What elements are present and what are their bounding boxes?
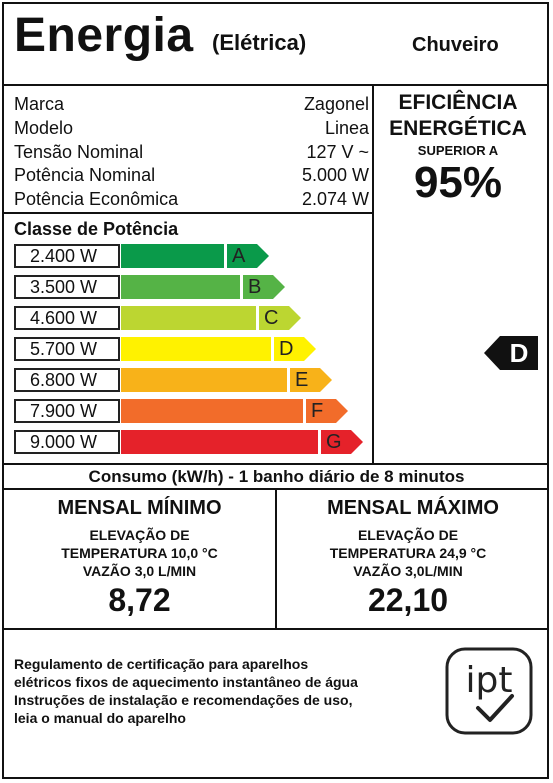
mensal-min-line2: TEMPERATURA 10,0 °C xyxy=(61,545,218,561)
class-row-bar xyxy=(121,368,287,392)
spec-label-tensao: Tensão Nominal xyxy=(14,142,144,162)
class-row-power: 6.800 W xyxy=(30,370,98,390)
mensal-min-line3: VAZÃO 3,0 L/MIN xyxy=(82,563,197,579)
class-row-arrow xyxy=(321,430,363,454)
class-row-box xyxy=(14,430,120,454)
class-row-power: 5.700 W xyxy=(30,339,98,359)
class-row-bar xyxy=(121,275,240,299)
product-type: Chuveiro xyxy=(412,34,499,56)
class-row-letter: D xyxy=(279,338,294,360)
class-row-letter: A xyxy=(232,245,246,267)
spec-value-potencia-economica: 2.074 W xyxy=(301,189,369,209)
divider-footer xyxy=(4,628,549,630)
class-row-letter: B xyxy=(248,276,262,298)
spec-value-potencia-nominal: 5.000 W xyxy=(301,165,369,185)
footer-line1: Regulamento de certificação para aparelh… xyxy=(14,656,309,672)
divider-specs xyxy=(4,212,373,214)
class-row-arrow xyxy=(227,244,269,268)
class-row-box xyxy=(14,337,120,361)
mensal-max-heading: MENSAL MÁXIMO xyxy=(327,497,499,519)
classes-title: Classe de Potência xyxy=(14,219,179,239)
mensal-max-line3: VAZÃO 3,0L/MIN xyxy=(353,563,463,579)
class-indicator-letter: D xyxy=(509,338,529,368)
divider-mensal xyxy=(275,490,277,628)
class-row-box xyxy=(14,399,120,423)
spec-value-modelo: Linea xyxy=(324,118,369,138)
footer-line4: leia o manual do aparelho xyxy=(14,710,186,726)
footer-notes: Regulamento de certificação para aparelh… xyxy=(14,655,434,727)
spec-label-potencia-economica: Potência Econômica xyxy=(14,189,179,209)
footer-line2: elétricos fixos de aquecimento instantân… xyxy=(14,674,358,690)
spec-label-potencia-nominal: Potência Nominal xyxy=(14,165,156,185)
efficiency-title-line2: ENERGÉTICA xyxy=(389,117,527,140)
divider-classes xyxy=(4,463,549,465)
efficiency-level-label: SUPERIOR A xyxy=(417,143,499,158)
class-row-arrow xyxy=(259,306,301,330)
spec-label-marca: Marca xyxy=(14,94,65,114)
class-row-arrow xyxy=(290,368,332,392)
class-row-box xyxy=(14,244,120,268)
class-row-box xyxy=(14,275,120,299)
class-indicator-arrow xyxy=(484,336,538,370)
efficiency-title-line1: EFICIÊNCIA xyxy=(398,91,518,114)
class-row-box xyxy=(14,368,120,392)
label-title: Energia xyxy=(14,9,194,62)
class-row-letter: C xyxy=(264,307,279,329)
divider-header xyxy=(4,84,549,86)
spec-label-modelo: Modelo xyxy=(14,118,74,138)
class-row-power: 2.400 W xyxy=(30,246,98,266)
mensal-min-line1: ELEVAÇÃO DE xyxy=(89,527,190,543)
label-subtitle: (Elétrica) xyxy=(212,30,307,55)
spec-value-tensao: 127 V ~ xyxy=(306,142,369,162)
class-row-arrow xyxy=(243,275,285,299)
mensal-max-value: 22,10 xyxy=(367,582,449,618)
class-row-letter: F xyxy=(311,400,324,422)
class-row-letter: G xyxy=(326,431,342,453)
footer-line3: Instruções de instalação e recomendações… xyxy=(14,692,353,708)
class-row-bar xyxy=(121,244,224,268)
class-row-box xyxy=(14,306,120,330)
ipt-logo: ipt xyxy=(445,647,533,735)
divider-vertical-right xyxy=(372,86,374,464)
mensal-max-line2: TEMPERATURA 24,9 °C xyxy=(329,545,487,561)
mensal-max-line1: ELEVAÇÃO DE xyxy=(357,527,459,543)
class-row-power: 3.500 W xyxy=(30,277,98,297)
class-row-power: 4.600 W xyxy=(30,308,98,328)
spec-value-marca: Zagonel xyxy=(303,94,369,114)
mensal-min-heading: MENSAL MÍNIMO xyxy=(57,497,222,519)
class-row-arrow xyxy=(306,399,348,423)
class-row-power: 9.000 W xyxy=(30,432,98,452)
consumo-title: Consumo (kW/h) - 1 banho diário de 8 min… xyxy=(88,467,465,486)
class-row-bar xyxy=(121,430,318,454)
efficiency-percent: 95% xyxy=(413,158,503,207)
class-row-bar xyxy=(121,337,271,361)
class-row-letter: E xyxy=(295,369,309,391)
divider-consumo xyxy=(4,488,549,490)
ipt-logo-text: ipt xyxy=(466,660,513,701)
class-row-power: 7.900 W xyxy=(30,401,98,421)
class-row-bar xyxy=(121,399,303,423)
class-row-bar xyxy=(121,306,256,330)
class-row-arrow xyxy=(274,337,316,361)
mensal-min-value: 8,72 xyxy=(108,582,171,618)
